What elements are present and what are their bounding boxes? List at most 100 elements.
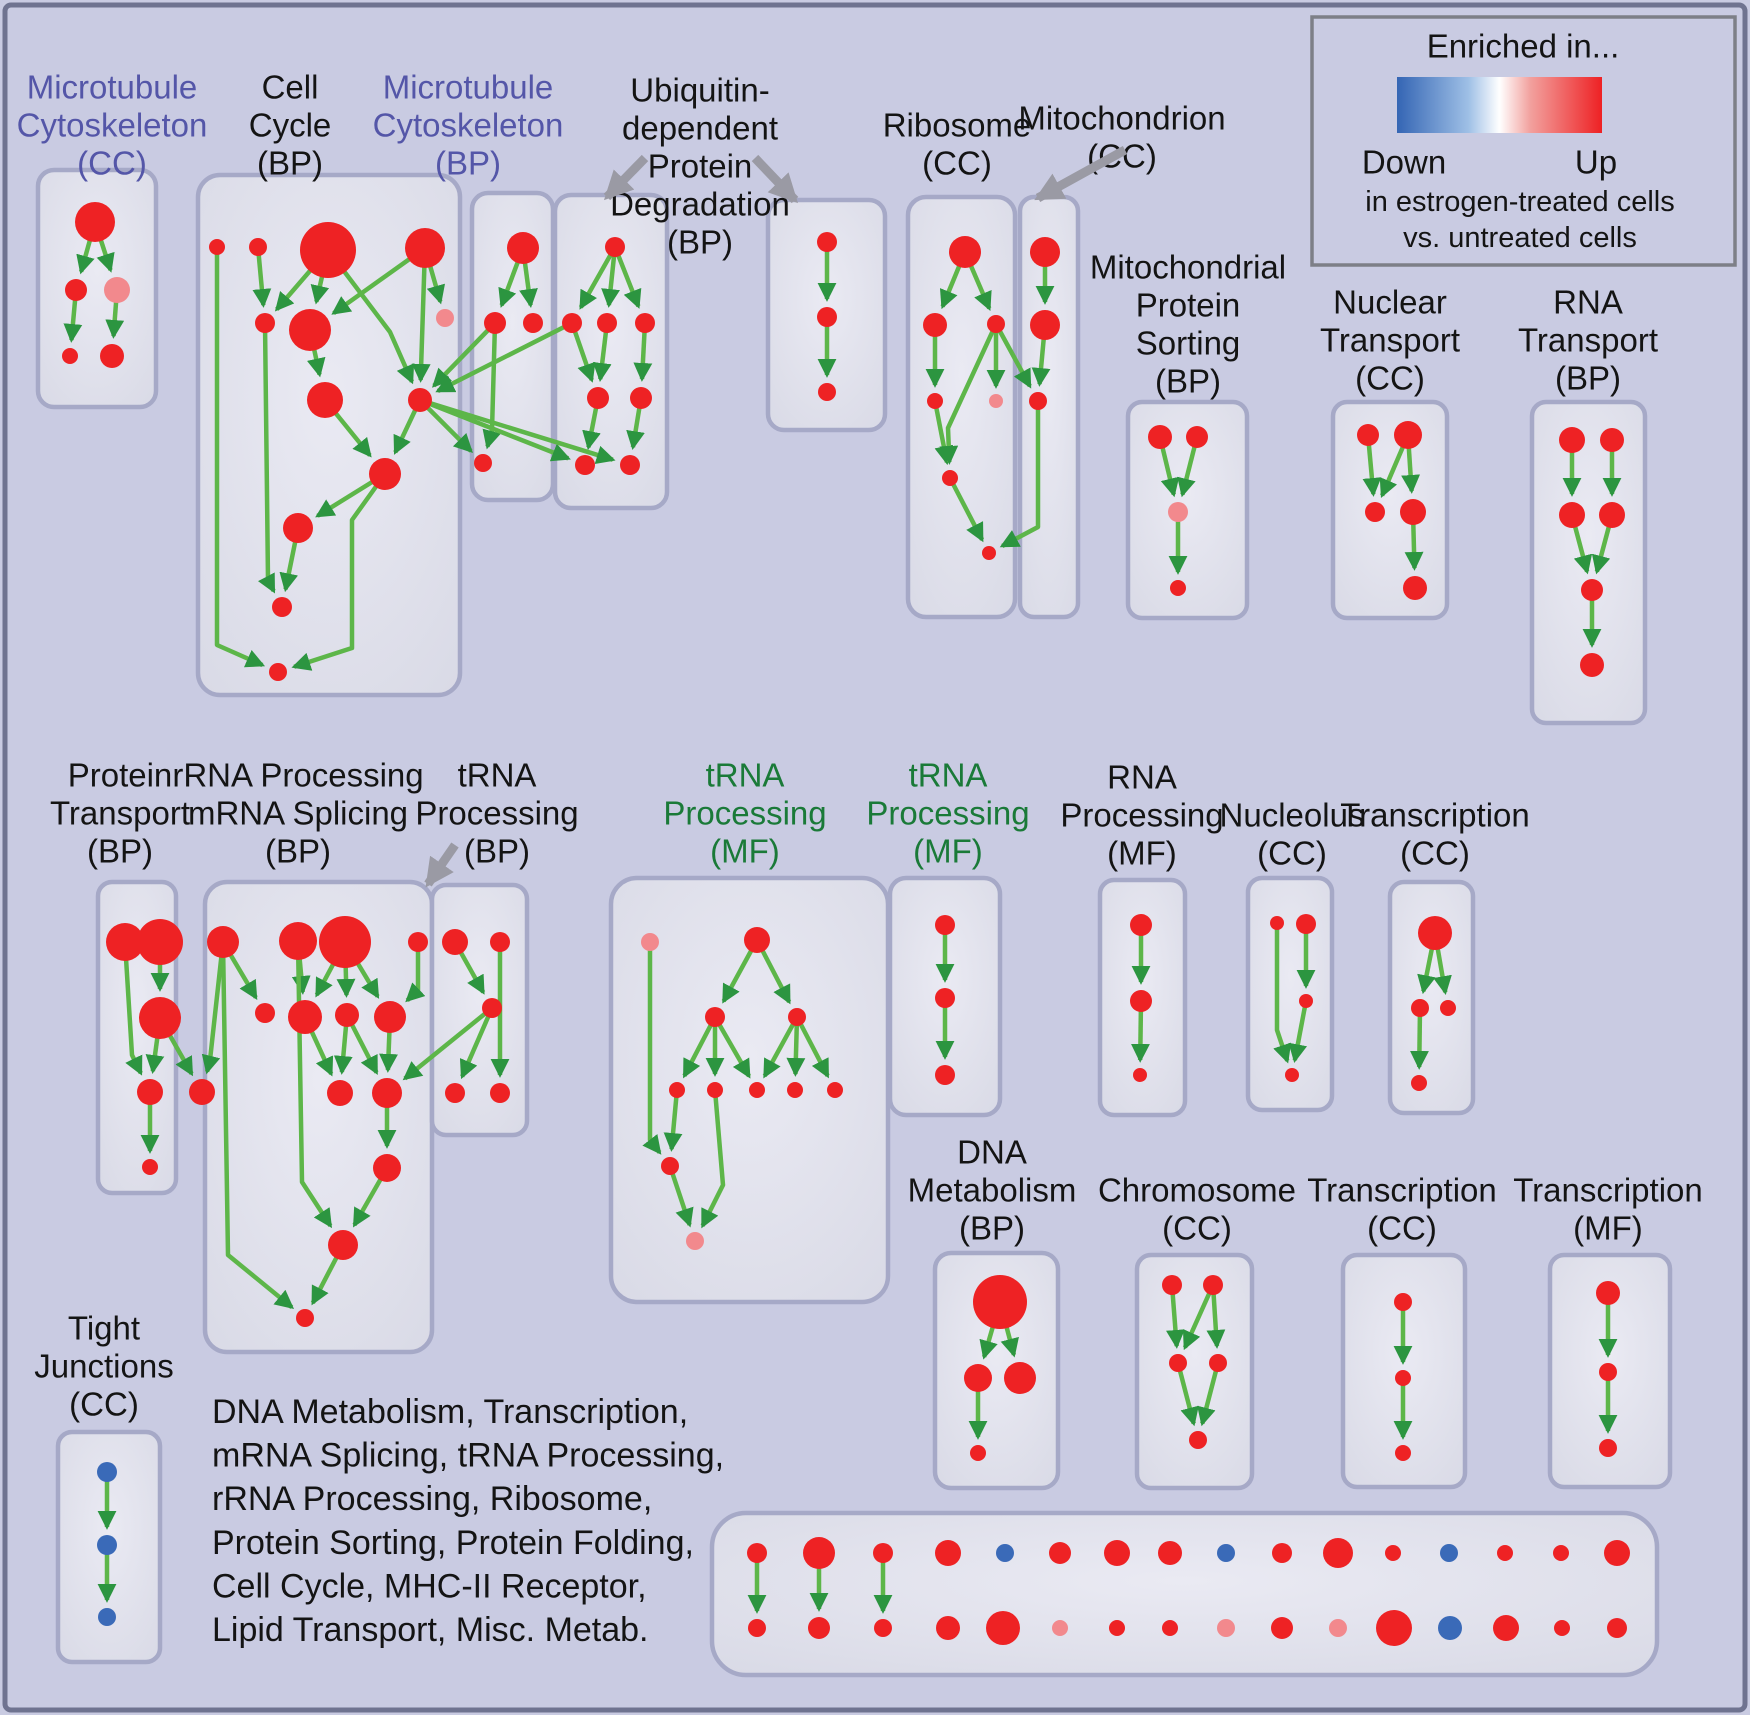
- graph-node-mt-cyto-cc-c: [104, 277, 130, 303]
- graph-node-rna-proc-mf-w2: [1130, 990, 1152, 1012]
- cluster-label-rna-transport-bp-line3: (BP): [1555, 360, 1621, 397]
- graph-node-cell-cycle-bp-c2: [249, 238, 267, 256]
- graph-node-mt-cyto-cc-e: [100, 344, 124, 368]
- graph-node-misc-clusters-bb14: [1493, 1615, 1519, 1641]
- cluster-label-ribosome-cc-line2: (CC): [922, 145, 992, 182]
- graph-node-mt-cyto-bp-g1: [507, 232, 539, 264]
- graph-node-trna-proc-mf-1-g4: [661, 1157, 679, 1175]
- graph-node-trna-proc-mf-1-b5: [827, 1082, 843, 1098]
- graph-node-chromosome-cc-h3: [1169, 1354, 1187, 1372]
- graph-cross-edge: [435, 320, 574, 393]
- legend-box: [1310, 15, 1737, 267]
- graph-node-misc-clusters-bt9: [1217, 1544, 1235, 1562]
- graph-node-trna-proc-mf-1-b4: [787, 1082, 803, 1098]
- graph-node-rna-transport-bp-rt5: [1581, 579, 1603, 601]
- cluster-label-tight-junctions-cc-line2: Junctions: [34, 1348, 173, 1385]
- graph-node-mt-cyto-cc-b: [65, 279, 87, 301]
- graph-node-trna-proc-bp-tb5: [490, 1083, 510, 1103]
- mitochondrion-arrow: [1034, 146, 1128, 202]
- misc-text-line3: rRNA Processing, Ribosome,: [212, 1480, 652, 1518]
- graph-node-nuclear-transport-cc-nt1: [1357, 424, 1379, 446]
- graph-node-ribosome-cc-r6: [942, 470, 958, 486]
- graph-node-mt-cyto-bp-g2: [484, 312, 506, 334]
- ubiquitin-left-arrow: [603, 154, 649, 201]
- graph-node-tight-junctions-cc-tj3: [98, 1608, 116, 1626]
- graph-node-ribosome-cc-r1: [949, 236, 981, 268]
- cluster-label-cell-cycle-bp-line2: Cycle: [249, 107, 332, 144]
- graph-node-protein-transport-bp-p2: [137, 919, 183, 965]
- graph-edge-rrna-mrna-bp: [405, 942, 426, 1003]
- graph-node-trna-proc-mf-1-pk2: [686, 1232, 704, 1250]
- graph-edge-chromosome-cc: [1166, 1284, 1185, 1349]
- graph-node-nucleolus-cc-x3: [1299, 994, 1313, 1008]
- cluster-label-ubiq-deg-bp-line1: Ubiquitin-: [630, 72, 769, 109]
- graph-node-mitochondrion-cc-mi3: [1029, 392, 1047, 410]
- graph-node-misc-clusters-bt3: [873, 1543, 893, 1563]
- graph-node-chromosome-cc-h4: [1209, 1354, 1227, 1372]
- graph-node-rrna-mrna-bp-t4: [408, 932, 428, 952]
- graph-node-misc-clusters-bb13: [1438, 1616, 1462, 1640]
- graph-node-ubiq-deg-bp-2-q2: [817, 307, 837, 327]
- graph-node-cell-cycle-bp-c5: [255, 313, 275, 333]
- graph-edge-trna-proc-mf-1: [642, 942, 662, 1155]
- cluster-label-rrna-mrna-bp-line2: mRNA Splicing: [188, 795, 408, 832]
- graph-node-nuclear-transport-cc-nt4: [1400, 499, 1426, 525]
- graph-edge-rrna-mrna-bp: [220, 941, 295, 1310]
- graph-node-ubiq-deg-bp-u7: [575, 455, 595, 475]
- graph-node-protein-transport-bp-p4: [137, 1079, 163, 1105]
- cluster-label-rrna-mrna-bp-line3: (BP): [265, 833, 331, 870]
- graph-edge-protein-transport-bp: [122, 941, 143, 1076]
- graph-node-misc-clusters-bt10: [1272, 1543, 1292, 1563]
- graph-node-cell-cycle-bp-c4: [405, 228, 445, 268]
- graph-node-chromosome-cc-h2: [1203, 1275, 1223, 1295]
- graph-node-trna-proc-bp-tb4: [445, 1083, 465, 1103]
- graph-edge-ribosome-cc: [939, 323, 999, 465]
- cluster-label-ubiq-deg-bp-line3: Protein: [648, 148, 753, 185]
- graph-node-ribosome-cc-r5: [989, 394, 1003, 408]
- cluster-label-ribosome-cc-line1: Ribosome: [883, 107, 1032, 144]
- legend-title: Enriched in...: [1427, 28, 1620, 65]
- cluster-box-rrna-mrna-bp: [202, 879, 435, 1355]
- misc-text-line4: Protein Sorting, Protein Folding,: [212, 1524, 694, 1562]
- graph-edge-trna-proc-bp: [459, 1007, 495, 1080]
- graph-node-mt-cyto-cc-d: [62, 348, 78, 364]
- cluster-label-mito-sorting-bp-line2: Protein: [1136, 287, 1241, 324]
- graph-edge-cell-cycle-bp: [252, 246, 272, 308]
- graph-edge-rrna-mrna-bp: [201, 941, 226, 1075]
- graph-edge-cell-cycle-bp: [411, 247, 431, 383]
- cluster-label-mt-cyto-cc-line3: (CC): [77, 145, 147, 182]
- graph-node-mitochondrion-cc-mi1: [1030, 237, 1060, 267]
- cluster-label-cell-cycle-bp-line3: (BP): [257, 145, 323, 182]
- graph-node-tight-junctions-cc-tj1: [97, 1462, 117, 1482]
- graph-node-cell-cycle-bp-c11: [269, 663, 287, 681]
- cluster-label-transcription-cc-bot-line1: Transcription: [1307, 1172, 1497, 1209]
- graph-edge-cell-cycle-bp: [214, 247, 266, 668]
- cluster-label-trna-proc-mf-2-line3: (MF): [913, 833, 983, 870]
- graph-node-rrna-mrna-bp-t3: [319, 916, 371, 968]
- graph-node-mito-sorting-bp-ms1: [1148, 425, 1172, 449]
- graph-node-transcription-mf-f2: [1599, 1363, 1617, 1381]
- graph-node-transcription-cc-mid-y2: [1411, 999, 1429, 1017]
- graph-node-misc-clusters-bt6: [1049, 1542, 1071, 1564]
- graph-node-rna-proc-mf-w1: [1130, 914, 1152, 936]
- graph-node-trna-proc-mf-1-g1: [744, 927, 770, 953]
- graph-node-misc-clusters-bt5: [996, 1544, 1014, 1562]
- cluster-label-mt-cyto-bp-line1: Microtubule: [383, 69, 554, 106]
- cluster-label-transcription-mf-line1: Transcription: [1513, 1172, 1703, 1209]
- graph-node-ubiq-deg-bp-u1: [605, 237, 625, 257]
- graph-node-rna-transport-bp-rt4: [1599, 502, 1625, 528]
- misc-text-line5: Cell Cycle, MHC-II Receptor,: [212, 1567, 647, 1605]
- graph-node-misc-clusters-bb3: [874, 1619, 892, 1637]
- legend: Enriched in... Down Up in estrogen-treated …: [1310, 15, 1737, 267]
- graph-node-mito-sorting-bp-ms2: [1186, 426, 1208, 448]
- graph-node-transcription-cc-bot-z2: [1395, 1370, 1411, 1386]
- graph-node-misc-clusters-bb5: [986, 1611, 1020, 1645]
- graph-cross-edge: [418, 398, 473, 453]
- graph-node-misc-clusters-bb7: [1109, 1620, 1125, 1636]
- cluster-box-mt-cyto-cc: [35, 167, 159, 410]
- graph-edge-chromosome-cc: [1182, 1284, 1216, 1351]
- graph-node-misc-clusters-bb10: [1271, 1617, 1293, 1639]
- graph-node-misc-clusters-bt16: [1604, 1540, 1630, 1566]
- cluster-label-transcription-cc-bot-line2: (CC): [1367, 1210, 1437, 1247]
- cluster-label-dna-metab-bp-line3: (BP): [959, 1210, 1025, 1247]
